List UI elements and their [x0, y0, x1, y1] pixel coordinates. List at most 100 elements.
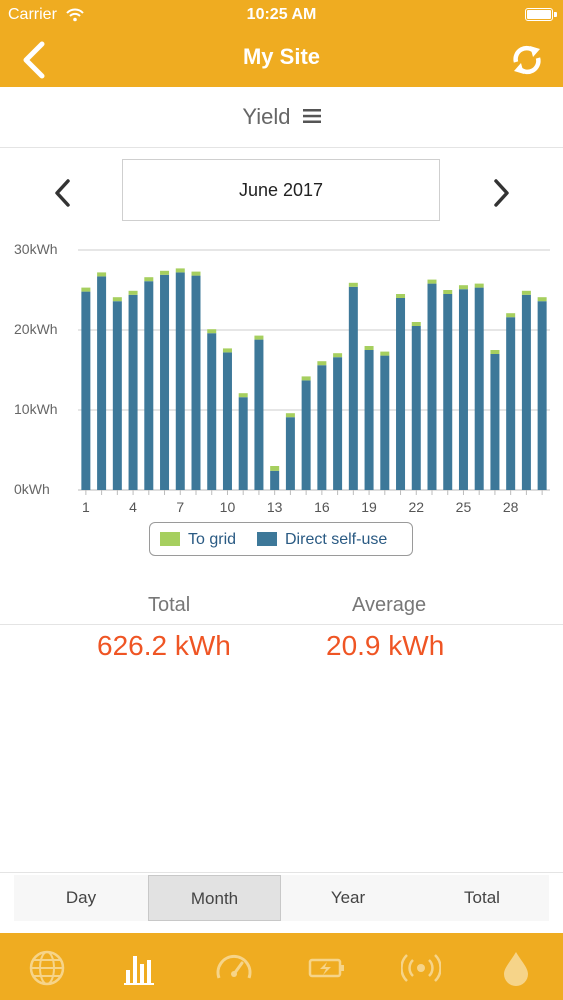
hamburger-icon: [302, 109, 321, 123]
water-drop-icon[interactable]: [496, 948, 536, 988]
legend-swatch-to-grid: [160, 532, 180, 546]
bar-chart-icon[interactable]: [120, 948, 160, 988]
x-tick-label: 4: [129, 499, 137, 515]
bar-direct-self-use: [301, 380, 311, 490]
bar-direct-self-use: [222, 352, 232, 490]
bar-to-grid: [128, 290, 138, 295]
bar-to-grid: [81, 287, 91, 292]
bar-to-grid: [411, 322, 421, 326]
bar-direct-self-use: [238, 397, 248, 490]
bar-direct-self-use: [144, 281, 154, 490]
bar-to-grid: [427, 279, 437, 284]
x-tick-label: 13: [267, 499, 283, 515]
bar-direct-self-use: [191, 275, 201, 490]
bar-to-grid: [144, 277, 154, 282]
legend-label-direct-self-use[interactable]: Direct self-use: [285, 531, 388, 548]
legend-label-to-grid[interactable]: To grid: [188, 531, 237, 548]
bar-direct-self-use: [175, 272, 185, 490]
bar-to-grid: [238, 393, 248, 398]
bar-to-grid: [191, 271, 201, 276]
y-tick-label: 10kWh: [14, 401, 58, 417]
bar-direct-self-use: [348, 286, 358, 490]
bar-direct-self-use: [521, 294, 531, 490]
bar-direct-self-use: [443, 294, 453, 490]
y-tick-label: 0kWh: [14, 481, 50, 497]
status-bar: Carrier 10:25 AM: [0, 6, 563, 26]
period-selector: Day Month Year Total: [0, 872, 563, 933]
refresh-icon[interactable]: [509, 40, 545, 80]
battery-icon: [525, 8, 557, 21]
bar-to-grid: [521, 290, 531, 295]
bar-to-grid: [301, 376, 311, 381]
period-tab-total[interactable]: Total: [464, 888, 500, 907]
average-label: Average: [352, 594, 427, 616]
bar-to-grid: [254, 335, 264, 340]
bar-direct-self-use: [396, 298, 406, 490]
bar-direct-self-use: [317, 365, 327, 490]
bar-to-grid: [537, 297, 547, 302]
bar-direct-self-use: [207, 333, 217, 490]
bar-direct-self-use: [380, 355, 390, 490]
bar-direct-self-use: [474, 287, 484, 490]
bar-to-grid: [506, 313, 516, 318]
bar-to-grid: [112, 297, 122, 302]
signal-icon[interactable]: [401, 948, 441, 988]
bar-to-grid: [458, 285, 468, 290]
bar-direct-self-use: [270, 470, 280, 490]
month-label[interactable]: June 2017: [122, 159, 440, 221]
bar-to-grid: [222, 348, 232, 353]
next-month-chevron-icon[interactable]: [486, 178, 516, 208]
x-tick-label: 22: [408, 499, 424, 515]
bar-direct-self-use: [285, 417, 295, 490]
back-chevron-icon[interactable]: [18, 40, 54, 80]
average-value: 20.9 kWh: [326, 630, 445, 661]
battery-charge-icon[interactable]: [307, 948, 347, 988]
carrier-label: Carrier: [8, 6, 57, 23]
top-header: Carrier 10:25 AM My Site: [0, 0, 563, 87]
bar-to-grid: [474, 283, 484, 288]
bottom-tab-bar: [0, 933, 563, 1000]
x-tick-label: 7: [176, 499, 184, 515]
x-tick-label: 25: [456, 499, 472, 515]
bar-direct-self-use: [97, 276, 107, 490]
x-tick-label: 28: [503, 499, 519, 515]
bar-direct-self-use: [411, 326, 421, 490]
bar-direct-self-use: [254, 339, 264, 490]
bar-to-grid: [333, 353, 343, 358]
x-tick-label: 16: [314, 499, 330, 515]
bar-direct-self-use: [112, 301, 122, 490]
bar-to-grid: [317, 361, 327, 366]
bar-to-grid: [490, 350, 500, 354]
gauge-icon[interactable]: [214, 948, 254, 988]
bar-direct-self-use: [427, 283, 437, 490]
wifi-icon: [66, 8, 84, 22]
bar-direct-self-use: [506, 317, 516, 490]
bar-to-grid: [175, 268, 185, 273]
bar-to-grid: [396, 294, 406, 298]
bar-to-grid: [364, 346, 374, 350]
bar-to-grid: [443, 290, 453, 294]
bar-direct-self-use: [458, 289, 468, 490]
bar-to-grid: [160, 270, 170, 275]
y-tick-label: 30kWh: [14, 241, 58, 257]
yield-selector[interactable]: Yield: [0, 87, 563, 148]
divider: [0, 624, 563, 625]
bar-to-grid: [97, 272, 107, 277]
bar-direct-self-use: [364, 350, 374, 490]
legend-swatch-direct-self-use: [257, 532, 277, 546]
previous-month-chevron-icon[interactable]: [48, 178, 78, 208]
clock-time: 10:25 AM: [246, 6, 317, 23]
period-tab-month[interactable]: Month: [148, 875, 281, 921]
bar-to-grid: [207, 329, 217, 334]
yield-bar-chart: 0kWh 10kWh 20kWh 30kWh 1 4 7 10 13 16 19 22 25 28: [14, 241, 550, 515]
bar-direct-self-use: [160, 274, 170, 490]
y-tick-label: 20kWh: [14, 321, 58, 337]
bar-direct-self-use: [128, 294, 138, 490]
chart-legend: To grid Direct self-use: [149, 522, 413, 556]
total-label: Total: [148, 594, 191, 616]
page-title: My Site: [242, 44, 321, 69]
period-tab-year[interactable]: Year: [330, 888, 366, 907]
globe-icon[interactable]: [27, 948, 67, 988]
period-tab-day[interactable]: Day: [65, 888, 97, 907]
bar-to-grid: [380, 351, 390, 356]
